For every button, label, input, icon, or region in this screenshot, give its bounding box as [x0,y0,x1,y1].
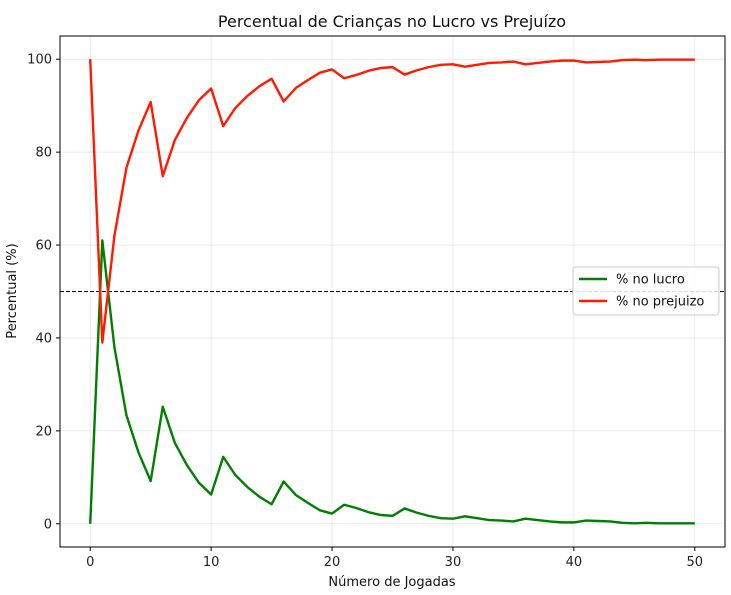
y-axis-ticks: 0 20 40 60 80 100 [27,53,60,532]
y-tick-label: 40 [35,331,52,346]
y-tick-label: 0 [44,517,52,532]
legend-box [572,266,720,316]
x-axis-ticks: 0 10 20 30 40 50 [86,547,703,570]
x-tick-label: 20 [324,555,341,570]
y-axis-title: Percentual (%) [5,243,20,338]
legend-label-2: % no prejuizo [616,295,704,310]
x-tick-label: 50 [686,555,703,570]
x-tick-label: 0 [86,555,94,570]
chart-title: Percentual de Crianças no Lucro vs Preju… [218,12,566,31]
y-tick-label: 80 [35,146,52,161]
legend: % no lucro % no prejuizo [572,266,720,316]
x-tick-label: 10 [203,555,220,570]
series-lines [89,58,695,525]
y-tick-label: 60 [35,239,52,254]
y-tick-label: 100 [27,53,52,68]
x-axis-title: Número de Jogadas [328,575,455,590]
axes [59,35,726,548]
x-tick-label: 30 [445,555,462,570]
y-tick-label: 20 [35,424,52,439]
series-line-2 [89,58,695,344]
x-tick-label: 40 [566,555,583,570]
series-line-1 [89,239,695,525]
legend-label-1: % no lucro [616,273,685,288]
axes-frame [59,35,726,548]
